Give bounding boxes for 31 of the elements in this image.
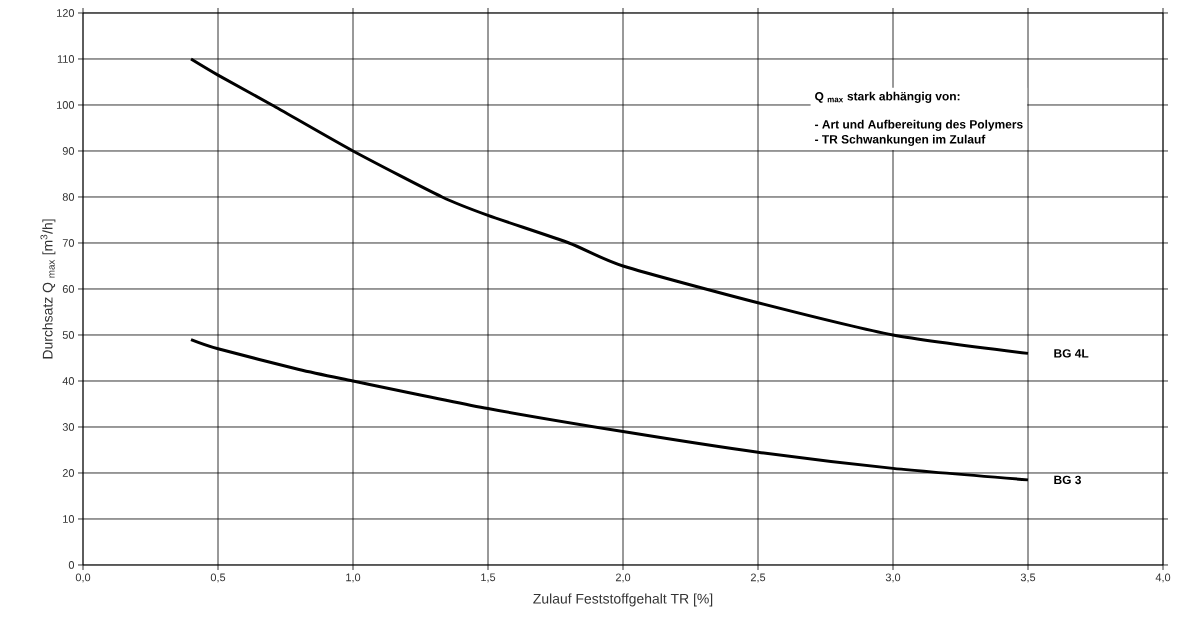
text: BG 4L [1054,349,1089,358]
y-tick-label: 100 [57,101,75,109]
y-tick-label: 110 [57,55,75,63]
y-axis-title: Durchsatz Q $_{max}$ [m$^{3}$/h] [40,219,56,359]
x-tick-label: 2,5 [750,573,766,583]
y-tick-label: 40 [62,377,75,385]
line-series [189,57,1030,355]
x-tick-label: 2,0 [615,573,631,583]
y-tick-label: 70 [62,239,75,247]
text: BG 3 [1054,475,1081,485]
y-tick-label: 80 [62,193,75,201]
y-tick-label: 60 [62,285,75,293]
annotation: - TR Schwankungen im Zulauf [815,134,986,146]
annotation: Q $_{max}$ stark abhängig von: [815,91,960,103]
y-tick-label: 30 [62,423,75,431]
annotation: - Art und Aufbereitung des Polymers [815,119,1023,131]
x-tick-label: 4,0 [1155,573,1171,583]
x-tick-label: 0,5 [210,573,226,583]
y-tick-label: 90 [62,147,75,155]
y-tick-label: 0 [68,561,75,569]
y-tick-label: 50 [62,331,75,339]
y-tick-label: 20 [62,469,75,477]
y-tick-label: 120 [57,9,75,17]
x-tick-label: 3,5 [1020,573,1036,583]
x-axis-title: Zulauf Feststoffgehalt TR [%] [533,593,713,607]
x-tick-label: 1,0 [346,573,361,583]
x-tick-label: 0,0 [75,573,91,583]
x-tick-label: 1,5 [481,573,496,583]
y-tick-label: 10 [63,515,75,523]
x-tick-label: 3,0 [885,573,901,583]
line-series [189,338,1030,482]
